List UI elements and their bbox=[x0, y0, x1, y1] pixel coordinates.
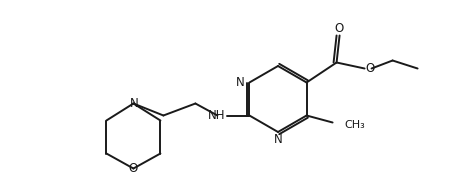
Text: N: N bbox=[130, 97, 139, 110]
Text: NH: NH bbox=[208, 109, 225, 122]
Text: O: O bbox=[129, 162, 138, 175]
Text: N: N bbox=[274, 133, 282, 146]
Text: O: O bbox=[334, 22, 343, 35]
Text: N: N bbox=[236, 76, 244, 89]
Text: O: O bbox=[365, 62, 375, 75]
Text: CH₃: CH₃ bbox=[345, 119, 365, 130]
